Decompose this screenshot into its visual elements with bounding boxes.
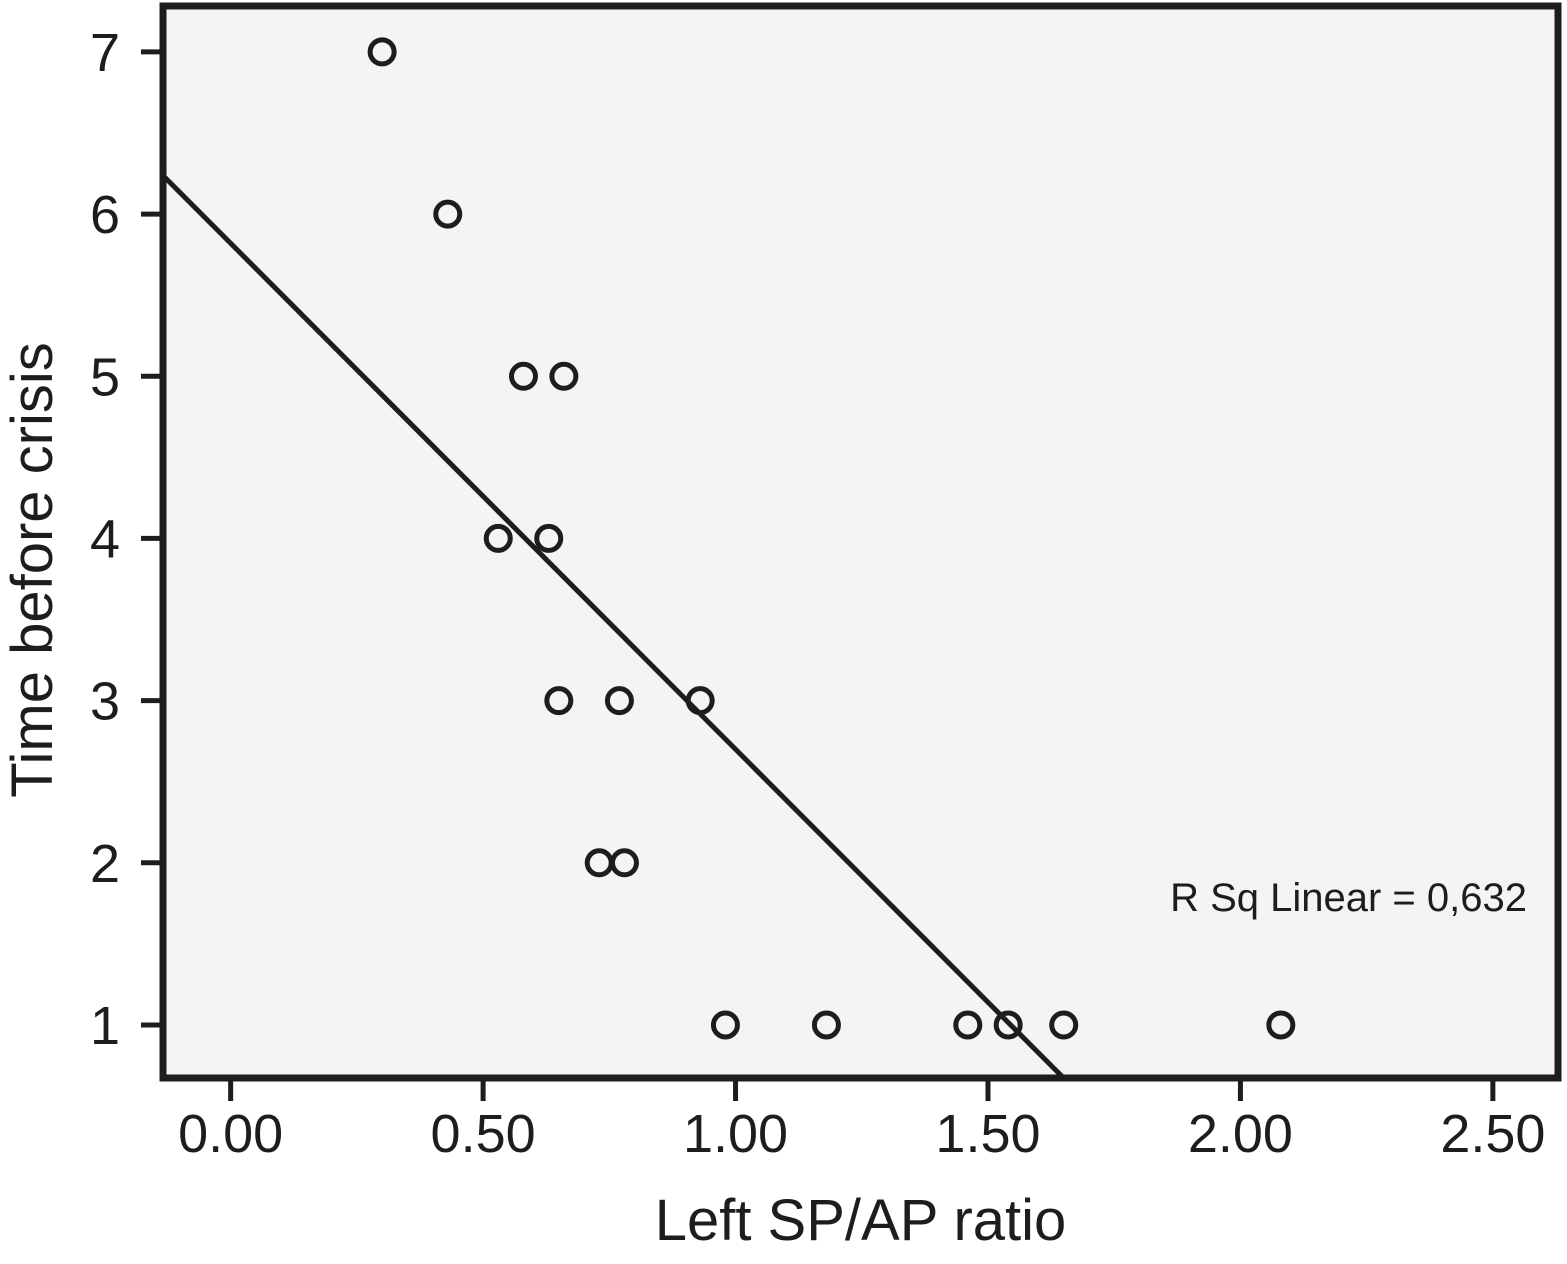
y-tick-label: 7 bbox=[90, 23, 120, 83]
data-point bbox=[811, 1010, 841, 1040]
y-tick-label: 1 bbox=[90, 996, 120, 1056]
plot-border bbox=[159, 2, 1562, 1082]
x-tick-label: 2.00 bbox=[1188, 1104, 1293, 1164]
y-tick-label: 4 bbox=[90, 509, 120, 569]
data-point bbox=[1266, 1010, 1296, 1040]
data-point bbox=[609, 848, 639, 878]
y-tick-label: 5 bbox=[90, 347, 120, 407]
plot-area bbox=[163, 6, 1558, 1078]
y-tick-label: 2 bbox=[90, 834, 120, 894]
data-point bbox=[367, 37, 397, 67]
y-tick-label: 3 bbox=[90, 672, 120, 732]
data-point bbox=[953, 1010, 983, 1040]
data-point bbox=[1049, 1010, 1079, 1040]
x-tick-label: 2.50 bbox=[1440, 1104, 1545, 1164]
data-point bbox=[544, 686, 574, 716]
data-point bbox=[534, 523, 564, 553]
data-point bbox=[549, 361, 579, 391]
x-axis-title: Left SP/AP ratio bbox=[654, 1188, 1067, 1253]
x-tick-label: 0.00 bbox=[178, 1104, 283, 1164]
regression-line bbox=[161, 173, 1065, 1080]
x-tick-label: 0.50 bbox=[431, 1104, 536, 1164]
x-tick-label: 1.50 bbox=[935, 1104, 1040, 1164]
data-point bbox=[433, 199, 463, 229]
y-axis-title: Time before crisis bbox=[0, 342, 65, 798]
data-point bbox=[710, 1010, 740, 1040]
data-point bbox=[508, 361, 538, 391]
y-tick-label: 6 bbox=[90, 185, 120, 245]
data-point bbox=[483, 523, 513, 553]
data-point bbox=[993, 1010, 1023, 1040]
x-tick-label: 1.00 bbox=[683, 1104, 788, 1164]
r-squared-annotation: R Sq Linear = 0,632 bbox=[1170, 876, 1527, 920]
data-point bbox=[604, 686, 634, 716]
